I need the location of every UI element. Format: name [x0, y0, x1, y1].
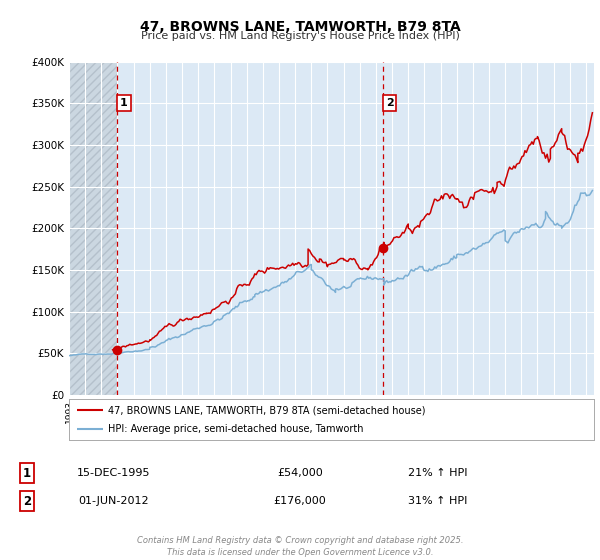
Text: 01-JUN-2012: 01-JUN-2012	[79, 496, 149, 506]
Text: 15-DEC-1995: 15-DEC-1995	[77, 468, 151, 478]
Text: £176,000: £176,000	[274, 496, 326, 506]
Text: 21% ↑ HPI: 21% ↑ HPI	[408, 468, 468, 478]
Text: Price paid vs. HM Land Registry's House Price Index (HPI): Price paid vs. HM Land Registry's House …	[140, 31, 460, 41]
Text: 2: 2	[23, 494, 31, 508]
Text: 1: 1	[23, 466, 31, 480]
Text: 2: 2	[386, 98, 394, 108]
Text: HPI: Average price, semi-detached house, Tamworth: HPI: Average price, semi-detached house,…	[109, 424, 364, 433]
Text: 31% ↑ HPI: 31% ↑ HPI	[409, 496, 467, 506]
Text: 47, BROWNS LANE, TAMWORTH, B79 8TA: 47, BROWNS LANE, TAMWORTH, B79 8TA	[140, 20, 460, 34]
Text: £54,000: £54,000	[277, 468, 323, 478]
Text: 1: 1	[120, 98, 128, 108]
Text: 47, BROWNS LANE, TAMWORTH, B79 8TA (semi-detached house): 47, BROWNS LANE, TAMWORTH, B79 8TA (semi…	[109, 405, 426, 415]
Text: Contains HM Land Registry data © Crown copyright and database right 2025.
This d: Contains HM Land Registry data © Crown c…	[137, 536, 463, 557]
